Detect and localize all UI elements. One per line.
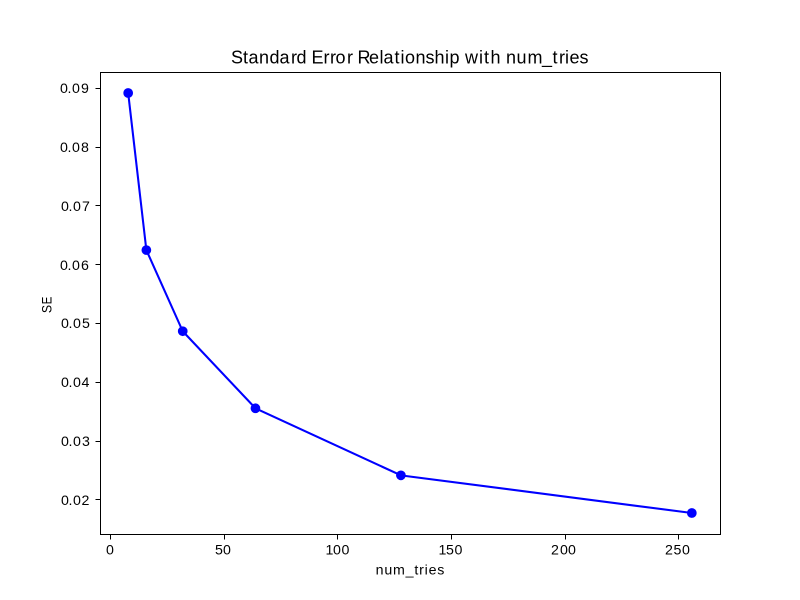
svg-text:0.02: 0.02	[61, 493, 90, 509]
svg-text:0.08: 0.08	[60, 140, 89, 156]
svg-text:0.03: 0.03	[61, 434, 90, 450]
svg-text:num_tries: num_tries	[506, 48, 589, 69]
svg-text:50: 50	[215, 543, 231, 559]
svg-text:Relationship: Relationship	[358, 48, 460, 68]
svg-text:E: E	[39, 297, 55, 305]
svg-text:0.06: 0.06	[60, 258, 89, 274]
svg-text:150: 150	[439, 543, 463, 559]
svg-text:200: 200	[551, 543, 576, 559]
svg-text:with: with	[464, 48, 501, 68]
svg-text:0.09: 0.09	[60, 81, 89, 97]
svg-text:0.05: 0.05	[61, 316, 90, 332]
svg-text:250: 250	[665, 543, 690, 559]
svg-text:Standard: Standard	[231, 48, 307, 68]
svg-text:Error: Error	[311, 48, 353, 68]
svg-text:0: 0	[106, 543, 114, 559]
svg-text:num_tries: num_tries	[376, 562, 445, 578]
svg-text:0.07: 0.07	[61, 199, 90, 215]
svg-text:0.04: 0.04	[61, 375, 90, 391]
svg-text:100: 100	[326, 543, 350, 559]
svg-text:S: S	[39, 305, 55, 313]
